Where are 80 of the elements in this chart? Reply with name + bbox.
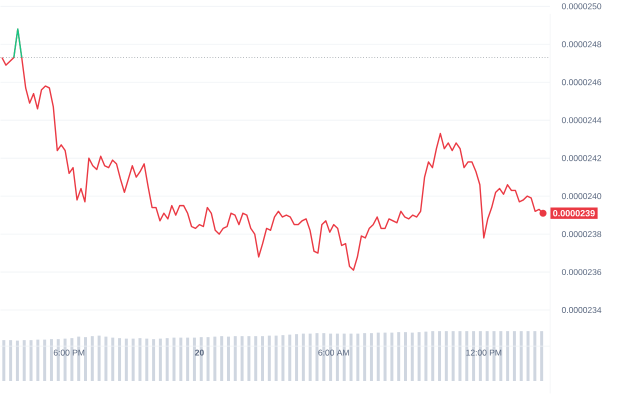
bar bbox=[43, 340, 46, 382]
bar bbox=[118, 338, 122, 382]
x-tick-label: 12:00 PM bbox=[466, 350, 502, 356]
bar bbox=[506, 331, 510, 382]
bar bbox=[308, 334, 312, 382]
bar bbox=[281, 335, 284, 382]
data-label: 0.0000239 bbox=[553, 210, 595, 216]
bar bbox=[431, 331, 434, 382]
bar bbox=[145, 338, 148, 382]
bar bbox=[438, 331, 442, 382]
bar bbox=[84, 337, 88, 382]
bar bbox=[70, 338, 74, 382]
bar bbox=[397, 332, 400, 382]
bar bbox=[254, 336, 258, 382]
bar bbox=[16, 340, 19, 382]
x-tick-label: 20 bbox=[195, 350, 204, 356]
bar bbox=[261, 336, 264, 382]
x-tick-label: 6:00 PM bbox=[54, 350, 84, 356]
bar bbox=[268, 336, 271, 382]
bar bbox=[520, 331, 523, 382]
bar bbox=[124, 338, 128, 382]
y-tick-label: 0.0000242 bbox=[562, 155, 602, 162]
bar bbox=[486, 331, 489, 382]
bar bbox=[452, 331, 455, 382]
y-tick-label: 0.0000234 bbox=[562, 307, 602, 314]
bar bbox=[111, 338, 114, 382]
bar bbox=[418, 332, 421, 382]
bar bbox=[104, 336, 108, 382]
bar bbox=[138, 338, 142, 382]
bar bbox=[512, 331, 516, 382]
bar bbox=[186, 338, 190, 382]
bar bbox=[458, 331, 462, 382]
bar bbox=[36, 340, 40, 382]
y-tick-label: 0.0000236 bbox=[562, 269, 602, 276]
bar bbox=[226, 336, 230, 382]
bar bbox=[192, 338, 196, 382]
bar bbox=[22, 340, 26, 382]
bar bbox=[526, 331, 530, 382]
bar bbox=[533, 331, 536, 382]
y-tick-label: 0.0000244 bbox=[562, 117, 602, 124]
bar bbox=[90, 336, 94, 382]
y-tick-label: 0.0000246 bbox=[562, 79, 602, 86]
bar bbox=[376, 332, 380, 382]
bar bbox=[370, 333, 373, 382]
bar bbox=[166, 338, 169, 382]
bar bbox=[540, 331, 544, 382]
bar bbox=[98, 336, 101, 382]
bar bbox=[302, 334, 305, 382]
bar bbox=[172, 338, 176, 382]
bar bbox=[132, 338, 135, 382]
bar bbox=[424, 332, 428, 382]
y-tick-label: 0.0000250 bbox=[562, 3, 602, 10]
bar bbox=[350, 334, 353, 382]
bar bbox=[444, 331, 448, 382]
bar bbox=[234, 336, 237, 382]
y-tick-label: 0.0000240 bbox=[562, 193, 602, 200]
bar bbox=[240, 336, 244, 382]
bar bbox=[410, 332, 414, 382]
y-tick-label: 0.0000248 bbox=[562, 41, 602, 48]
bar bbox=[179, 338, 182, 382]
bar bbox=[50, 339, 53, 382]
bar bbox=[213, 336, 216, 382]
y-tick-label: 0.0000238 bbox=[562, 231, 602, 238]
bar bbox=[152, 339, 156, 382]
bar bbox=[2, 340, 6, 382]
bar bbox=[274, 336, 278, 382]
bar bbox=[158, 338, 162, 382]
bar bbox=[220, 336, 224, 382]
bar bbox=[384, 332, 387, 382]
x-tick-label: 6:00 AM bbox=[318, 350, 349, 356]
bar bbox=[295, 334, 298, 382]
bar bbox=[30, 340, 33, 382]
bar bbox=[9, 340, 12, 382]
bar bbox=[315, 333, 318, 382]
bar bbox=[363, 333, 366, 382]
bar bbox=[356, 334, 360, 382]
bar bbox=[247, 336, 250, 382]
bar bbox=[404, 332, 407, 382]
bar bbox=[206, 337, 210, 382]
bar bbox=[390, 332, 394, 382]
